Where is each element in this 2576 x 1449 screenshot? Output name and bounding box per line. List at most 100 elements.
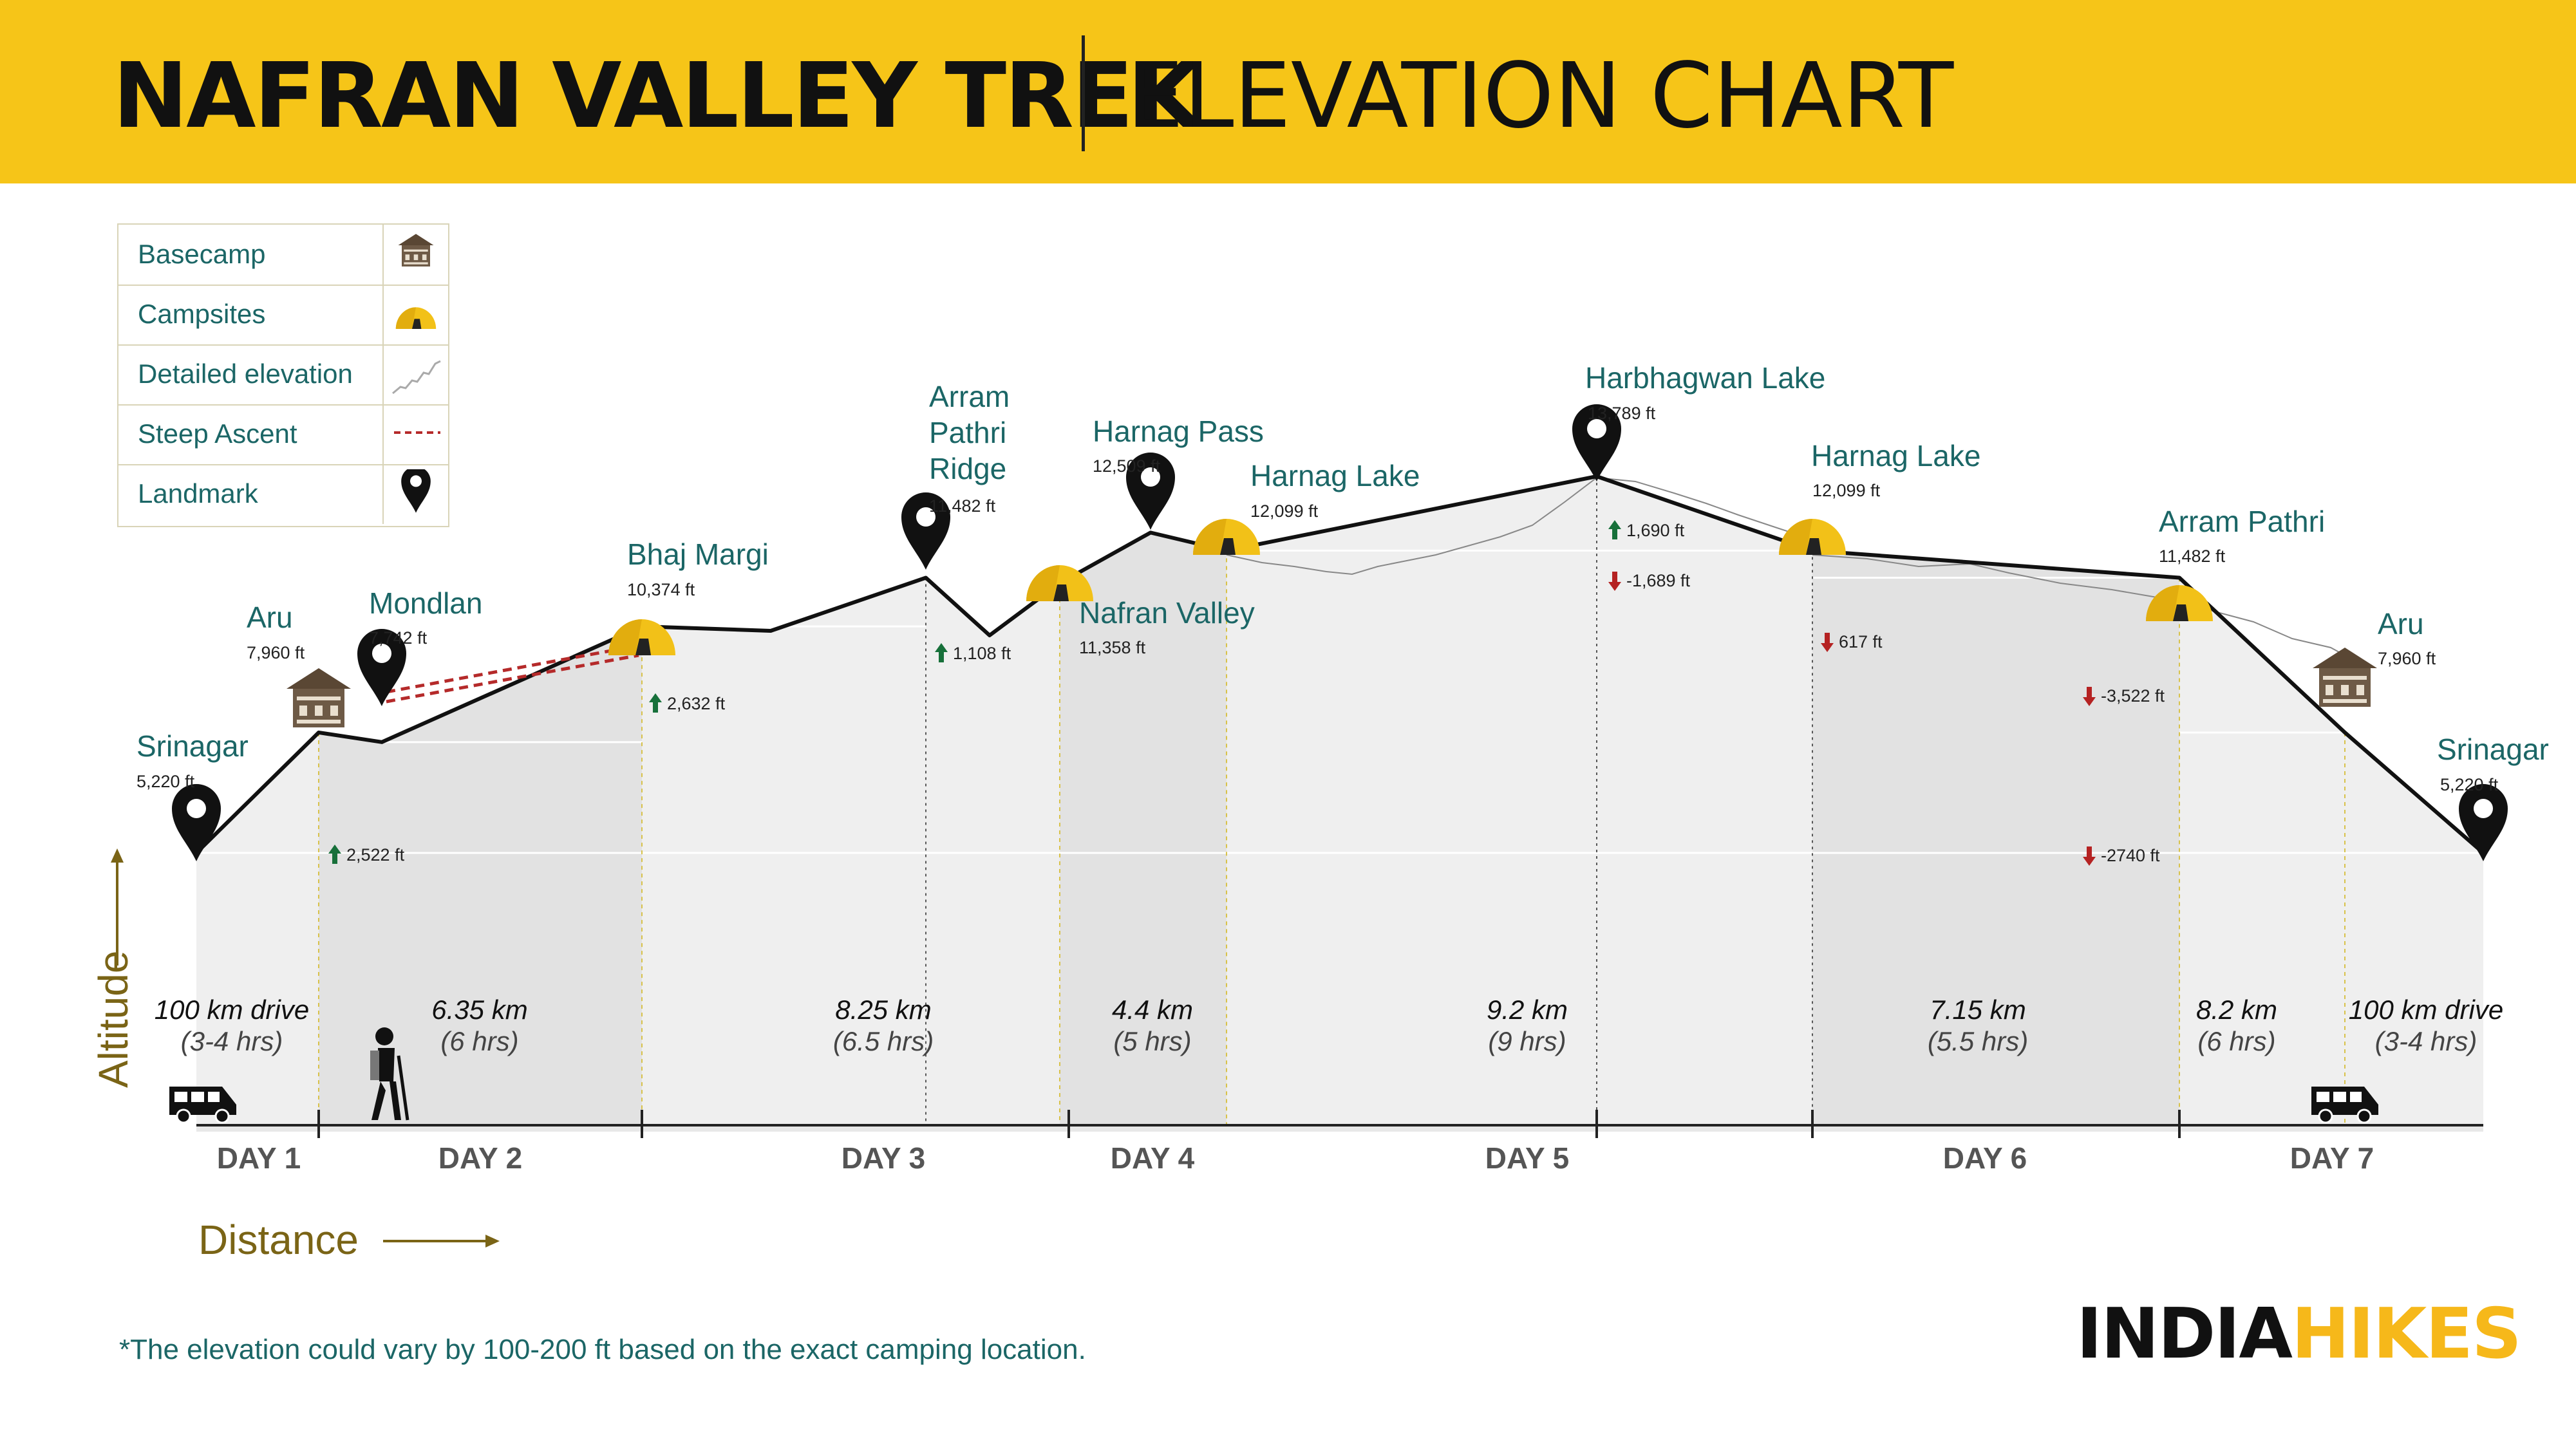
point-elevation: 12,099 ft — [1812, 481, 1881, 500]
legend-label: Detailed elevation — [138, 359, 353, 389]
point-name: Harnag Lake — [1811, 439, 1980, 472]
elevation-change-label: 1,690 ft — [1626, 521, 1685, 540]
day-label: DAY 1 — [217, 1141, 301, 1175]
point-elevation: 7,960 ft — [2378, 649, 2436, 668]
point-name: Ridge — [929, 452, 1006, 485]
point-name: Harnag Lake — [1250, 459, 1420, 492]
point-elevation: 10,374 ft — [627, 580, 695, 599]
point-elevation: 11,358 ft — [1079, 638, 1146, 657]
point-name: Bhaj Margi — [627, 538, 769, 571]
day-label: DAY 7 — [2290, 1141, 2374, 1175]
point-name: Aru — [247, 601, 293, 634]
day-area — [2345, 732, 2483, 1130]
elevation-change-label: 2,522 ft — [346, 845, 405, 865]
point-name: Mondlan — [369, 586, 482, 620]
day-area — [1227, 476, 1812, 1130]
point-name: Harbhagwan Lake — [1585, 361, 1825, 395]
segment-distance: 100 km drive — [2349, 995, 2503, 1025]
footnote: *The elevation could vary by 100-200 ft … — [119, 1334, 1086, 1365]
legend-label: Landmark — [138, 478, 258, 509]
legend-label: Campsites — [138, 299, 266, 329]
tent-icon — [395, 307, 437, 329]
point-elevation: 11,482 ft — [929, 496, 996, 516]
point-name: Pathri — [929, 416, 1006, 449]
segment-distance: 6.35 km — [431, 995, 527, 1025]
point-elevation: 5,220 ft — [136, 772, 195, 791]
x-axis-band — [196, 1126, 2483, 1132]
point-elevation: 13,789 ft — [1588, 404, 1656, 423]
x-axis-arrowhead — [485, 1235, 500, 1248]
legend: Basecamp Campsites Detailed elevation St… — [117, 223, 449, 527]
legend-divider — [382, 225, 384, 285]
title-divider — [1082, 35, 1085, 151]
indiahikes-logo: INDIAHIKES — [2076, 1294, 2522, 1374]
tent-icon — [608, 619, 675, 655]
legend-item-detailed-elevation: Detailed elevation — [118, 344, 448, 406]
map-pin-icon — [401, 469, 431, 513]
point-elevation: 7,742 ft — [369, 628, 428, 648]
brand-part-india: INDIA — [2076, 1294, 2293, 1374]
legend-label: Basecamp — [138, 239, 266, 269]
tent-icon — [1193, 519, 1260, 555]
point-elevation: 7,960 ft — [247, 643, 305, 662]
y-axis-label: Altitude — [90, 951, 136, 1088]
elevation-change-label: -1,689 ft — [1626, 571, 1691, 590]
chart-title: NAFRAN VALLEY TREK — [113, 44, 1201, 149]
legend-divider — [382, 344, 384, 404]
point-name: Arram — [929, 380, 1010, 413]
segment-distance: 7.15 km — [1930, 995, 2026, 1025]
segment-distance: 4.4 km — [1112, 995, 1193, 1025]
day-label: DAY 4 — [1111, 1141, 1195, 1175]
segment-time: (6 hrs) — [440, 1026, 518, 1056]
point-elevation: 5,220 ft — [2440, 775, 2499, 794]
day-label: DAY 3 — [841, 1141, 925, 1175]
day-area — [196, 732, 319, 1130]
legend-divider — [382, 404, 384, 464]
x-axis-label: Distance — [198, 1217, 359, 1263]
y-axis-arrowhead — [111, 848, 124, 863]
segment-distance: 8.25 km — [835, 995, 931, 1025]
point-name: Srinagar — [2437, 733, 2549, 766]
elevation-change-label: -3,522 ft — [2101, 686, 2165, 706]
segment-time: (3-4 hrs) — [2375, 1026, 2477, 1056]
tent-icon — [1779, 519, 1846, 555]
house-icon — [2313, 648, 2377, 707]
legend-item-campsites: Campsites — [118, 285, 448, 346]
day-label: DAY 6 — [1943, 1141, 2027, 1175]
steep-ascent-line — [386, 644, 639, 694]
segment-time: (6.5 hrs) — [833, 1026, 934, 1056]
header-banner: NAFRAN VALLEY TREK ELEVATION CHART — [0, 0, 2576, 183]
point-elevation: 12,509 ft — [1093, 456, 1161, 476]
detailed-elevation-line — [1812, 554, 2346, 656]
legend-item-landmark: Landmark — [118, 464, 448, 524]
segment-distance: 8.2 km — [2196, 995, 2277, 1025]
elevation-change-label: 1,108 ft — [953, 644, 1011, 663]
segment-time: (5 hrs) — [1113, 1026, 1191, 1056]
dashed-red-line-icon — [394, 431, 440, 434]
point-name: Arram Pathri — [2159, 505, 2325, 538]
point-elevation: 12,099 ft — [1250, 501, 1319, 521]
elevation-change-label: 617 ft — [1839, 632, 1883, 651]
point-name: Aru — [2378, 607, 2424, 640]
detailed-elevation-line — [1596, 477, 1813, 540]
steep-ascent-line — [386, 653, 639, 704]
point-name: Harnag Pass — [1093, 415, 1264, 448]
detailed-elevation-line — [1226, 477, 1597, 575]
legend-divider — [382, 285, 384, 344]
elevation-line-icon — [392, 360, 441, 395]
segment-time: (9 hrs) — [1488, 1026, 1566, 1056]
legend-divider — [382, 464, 384, 524]
day-label: DAY 5 — [1485, 1141, 1569, 1175]
segment-time: (5.5 hrs) — [1928, 1026, 2028, 1056]
day-label: DAY 2 — [438, 1141, 522, 1175]
point-name: Srinagar — [136, 729, 249, 763]
brand-part-hikes: HIKES — [2291, 1294, 2522, 1374]
house-icon — [398, 234, 434, 266]
house-icon — [287, 668, 351, 727]
segment-distance: 100 km drive — [155, 995, 309, 1025]
legend-item-basecamp: Basecamp — [118, 225, 448, 286]
legend-label: Steep Ascent — [138, 418, 297, 449]
segment-time: (3-4 hrs) — [181, 1026, 283, 1056]
segment-time: (6 hrs) — [2197, 1026, 2275, 1056]
